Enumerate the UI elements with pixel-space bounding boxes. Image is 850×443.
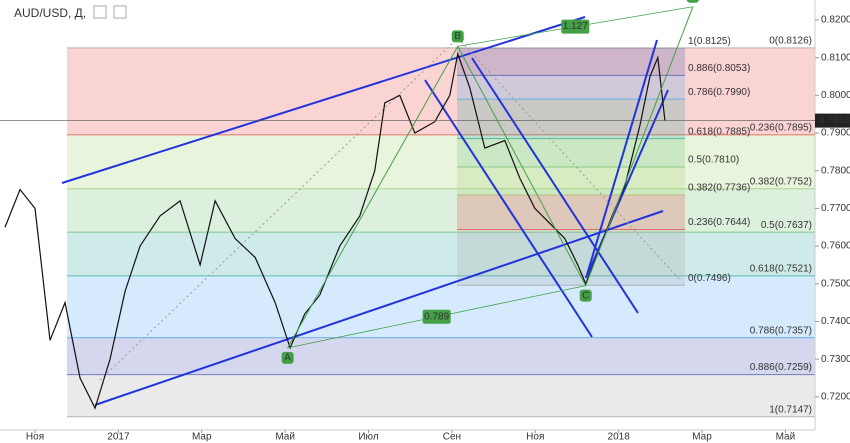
fib-label: 0.5(0.7810) — [688, 155, 739, 166]
point-badge — [281, 351, 294, 364]
fib-label: 0.886(0.7259) — [750, 362, 812, 373]
y-tick-label: 0.7300 — [821, 354, 850, 365]
pattern-line — [287, 6, 694, 349]
y-tick-label: 0.8000 — [821, 90, 850, 101]
point-label: C — [582, 290, 589, 301]
fib-label: 0.382(0.7736) — [688, 182, 750, 193]
point-badge — [686, 0, 699, 3]
fib-band — [67, 188, 815, 233]
trend-line — [585, 89, 669, 279]
fib-label: 1(0.7147) — [769, 404, 812, 415]
trend-line — [94, 210, 664, 406]
fib-label: 0.382(0.7752) — [750, 176, 812, 187]
fib-label: 0.618(0.7885) — [688, 126, 750, 137]
y-tick-label: 0.7900 — [821, 128, 850, 139]
y-tick-label: 0.7400 — [821, 316, 850, 327]
trend-line — [61, 16, 586, 184]
fib-bands — [67, 47, 815, 418]
ratio-box — [561, 19, 590, 34]
ratio-label: 0.789 — [424, 311, 449, 322]
x-tick-label: Май — [776, 432, 796, 443]
x-tick-label: Ноя — [526, 432, 544, 443]
fib-band — [457, 99, 685, 139]
x-tick-label: Июл — [358, 432, 378, 443]
x-tick-label: Мар — [692, 432, 712, 443]
icon[interactable] — [93, 5, 107, 19]
y-tick-label: 0.7600 — [821, 241, 850, 252]
fib-band — [457, 194, 685, 230]
price-line — [4, 51, 666, 410]
fib-label: 0.236(0.7644) — [688, 217, 750, 228]
y-tick-label: 0.7700 — [821, 203, 850, 214]
y-tick-label: 0.8100 — [821, 52, 850, 63]
y-tick-label: 0.8200 — [821, 15, 850, 26]
fib-label: 0.886(0.8053) — [688, 63, 750, 74]
x-tick-label: Сен — [443, 432, 461, 443]
fib-label: 0.786(0.7357) — [750, 325, 812, 336]
fib-label: 0(0.7496) — [688, 273, 731, 284]
fib-label: 1(0.8125) — [688, 36, 731, 47]
trend-line — [585, 39, 658, 279]
fib-label: 0.236(0.7895) — [750, 123, 812, 134]
fib-band — [457, 75, 685, 100]
ratio-label: 1.127 — [563, 21, 588, 32]
fib-label: 0.618(0.7521) — [750, 264, 812, 275]
point-label: A — [284, 352, 291, 363]
icon[interactable] — [113, 5, 127, 19]
fib-label: 0.786(0.7990) — [688, 87, 750, 98]
fib-band — [67, 232, 815, 276]
trend-lines — [61, 16, 669, 406]
fib-label: 0.5(0.7637) — [761, 220, 812, 231]
y-tick-label: 0.7800 — [821, 165, 850, 176]
y-tick-label: 0.7500 — [821, 278, 850, 289]
x-tick-label: Май — [275, 432, 295, 443]
x-tick-label: 2018 — [608, 432, 631, 443]
chart-title: AUD/USD, Д, — [14, 6, 86, 20]
fib-band — [457, 138, 685, 167]
fib-label: 0(0.8126) — [769, 36, 812, 47]
point-label: D — [689, 0, 696, 2]
trend-line — [471, 57, 639, 314]
fib-band — [67, 275, 815, 338]
x-tick-label: Мар — [192, 432, 212, 443]
fib-band — [67, 374, 815, 417]
fib-band — [67, 134, 815, 189]
point-badge — [451, 30, 464, 43]
fib-band — [67, 337, 815, 375]
trend-line — [424, 79, 593, 338]
point-badge — [579, 289, 592, 302]
y-tick-label: 0.7200 — [821, 391, 850, 402]
price-tag-label: 0.7933 — [819, 115, 850, 126]
fib-band — [457, 166, 685, 195]
x-tick-label: 2017 — [107, 432, 130, 443]
price-tag — [815, 113, 850, 128]
x-tick-label: Ноя — [26, 432, 44, 443]
ratio-box — [422, 309, 451, 324]
point-label: B — [454, 31, 461, 42]
